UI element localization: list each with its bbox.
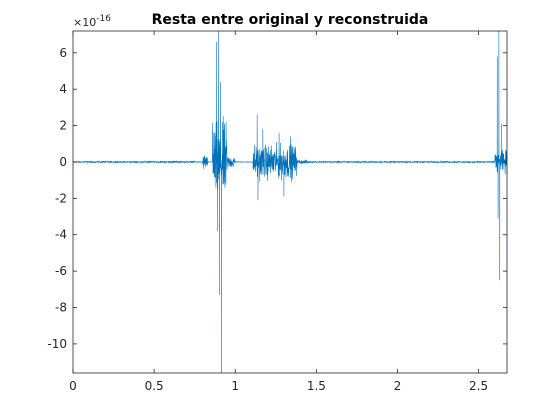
plot-area [73, 31, 507, 373]
chart-title: Resta entre original y reconstruida [152, 12, 429, 28]
x-tick-label: 0.5 [145, 379, 164, 393]
axes-layer: 0 0.5 1 1.5 2 2.5 -10 -8 -6 -4 -2 0 2 4 6 [47, 30, 508, 393]
y-tick-label: 6 [59, 46, 67, 60]
y-exponent-power: -16 [96, 14, 111, 24]
x-tick-label: 1 [231, 379, 239, 393]
x-tick-label: 2 [394, 379, 402, 393]
series-layer [72, 30, 508, 374]
y-tick-label: -10 [47, 337, 67, 351]
y-tick-label: 0 [59, 155, 67, 169]
x-tick-label: 2.5 [469, 379, 488, 393]
y-exponent-label: ×10-16 [73, 14, 111, 29]
y-exponent-base: ×10 [73, 16, 96, 29]
y-tick-label: -6 [55, 264, 67, 278]
y-tick-label: 2 [59, 119, 67, 133]
y-tick-label: -2 [55, 191, 67, 205]
y-tick-label: 4 [59, 82, 67, 96]
x-tick-label: 1.5 [307, 379, 326, 393]
y-tick-label: -4 [55, 228, 67, 242]
x-tick-label: 0 [69, 379, 77, 393]
axes-box [72, 30, 508, 374]
series-line-1 [72, 30, 508, 374]
y-tick-label: -8 [55, 301, 67, 315]
